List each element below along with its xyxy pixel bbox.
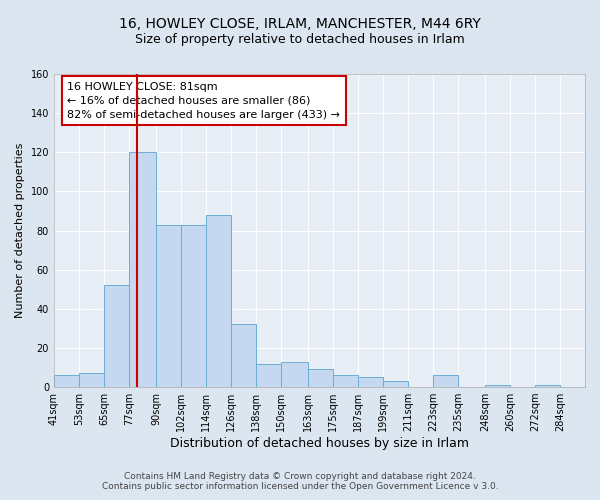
Bar bbox=[333, 376, 358, 387]
Bar bbox=[433, 376, 458, 387]
Bar bbox=[181, 224, 206, 387]
Bar bbox=[231, 324, 256, 387]
Text: Contains public sector information licensed under the Open Government Licence v : Contains public sector information licen… bbox=[101, 482, 499, 491]
Text: Contains HM Land Registry data © Crown copyright and database right 2024.: Contains HM Land Registry data © Crown c… bbox=[124, 472, 476, 481]
Bar bbox=[358, 378, 383, 387]
Bar bbox=[308, 370, 333, 387]
Text: Size of property relative to detached houses in Irlam: Size of property relative to detached ho… bbox=[135, 32, 465, 46]
Bar bbox=[206, 215, 231, 387]
X-axis label: Distribution of detached houses by size in Irlam: Distribution of detached houses by size … bbox=[170, 437, 469, 450]
Bar bbox=[383, 381, 408, 387]
Text: 16, HOWLEY CLOSE, IRLAM, MANCHESTER, M44 6RY: 16, HOWLEY CLOSE, IRLAM, MANCHESTER, M44… bbox=[119, 18, 481, 32]
Bar bbox=[156, 224, 181, 387]
Y-axis label: Number of detached properties: Number of detached properties bbox=[15, 143, 25, 318]
Text: 16 HOWLEY CLOSE: 81sqm
← 16% of detached houses are smaller (86)
82% of semi-det: 16 HOWLEY CLOSE: 81sqm ← 16% of detached… bbox=[67, 82, 340, 120]
Bar bbox=[54, 376, 79, 387]
Bar bbox=[104, 286, 129, 387]
Bar bbox=[256, 364, 281, 387]
Bar bbox=[281, 362, 308, 387]
Bar bbox=[129, 152, 156, 387]
Bar bbox=[79, 374, 104, 387]
Bar bbox=[535, 385, 560, 387]
Bar bbox=[485, 385, 510, 387]
